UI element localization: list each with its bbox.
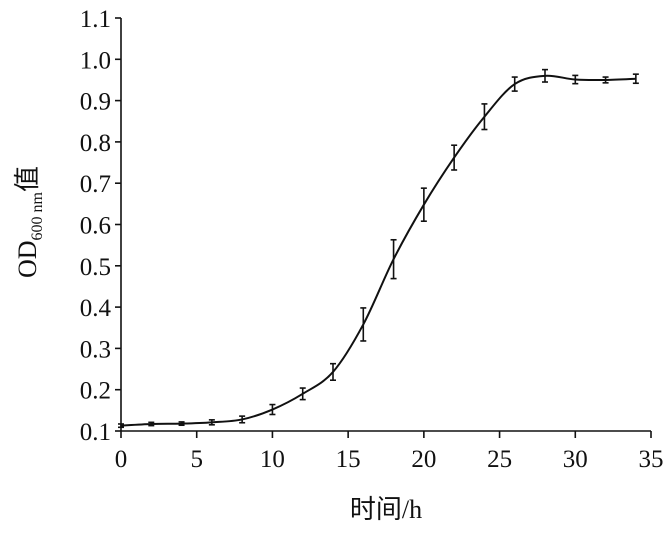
y-tick-label: 0.5 (80, 254, 111, 281)
error-bar (511, 76, 518, 92)
error-bar (602, 76, 609, 84)
error-bar (269, 403, 276, 416)
y-tick-label: 1.0 (80, 47, 111, 74)
x-tick-label: 10 (260, 446, 285, 473)
x-tick-label: 5 (190, 446, 203, 473)
error-bar (572, 74, 579, 85)
y-tick-label: 0.9 (80, 89, 111, 116)
error-bar (632, 73, 639, 85)
error-bar (451, 144, 458, 171)
y-tick-label: 0.3 (80, 336, 111, 363)
error-bar (481, 103, 488, 131)
y-tick-label: 0.7 (80, 171, 111, 198)
error-bar (118, 423, 124, 429)
y-tick-label: 0.1 (80, 419, 111, 446)
error-bar (420, 187, 427, 222)
y-axis-label-subscript: 600 nm (29, 191, 46, 240)
error-bar (299, 387, 306, 401)
series-group (118, 68, 639, 429)
x-tick-label: 30 (563, 446, 588, 473)
y-axis-ticks: 0.1 0.2 0.3 0.4 0.5 0.6 0.7 0.8 0.9 1.0 1.1 (80, 6, 121, 446)
x-tick-label: 20 (411, 446, 436, 473)
error-bar (208, 419, 215, 426)
error-bar (360, 307, 367, 342)
error-bar (148, 421, 155, 427)
series-line (120, 74, 636, 427)
y-tick-label: 0.4 (80, 295, 112, 322)
error-bar (178, 421, 185, 427)
x-axis-label: 时间/h (350, 495, 422, 524)
error-bar (390, 238, 397, 280)
y-axis-label-prefix: OD (13, 240, 42, 278)
x-tick-label: 0 (115, 446, 128, 473)
y-axis-label-suffix: 值 (13, 166, 42, 192)
x-tick-label: 15 (336, 446, 361, 473)
y-tick-label: 1.1 (80, 6, 111, 33)
y-axis-label: OD600 nm值 (13, 166, 46, 278)
x-axis-ticks: 0 5 10 15 20 25 30 35 (115, 431, 664, 473)
x-tick-label: 35 (639, 446, 664, 473)
error-bar (330, 362, 336, 382)
error-bar (239, 415, 246, 424)
y-tick-label: 0.2 (80, 378, 111, 405)
x-tick-label: 25 (487, 446, 512, 473)
error-bar (542, 68, 548, 83)
y-tick-label: 0.8 (80, 130, 111, 157)
y-tick-label: 0.6 (80, 213, 111, 240)
